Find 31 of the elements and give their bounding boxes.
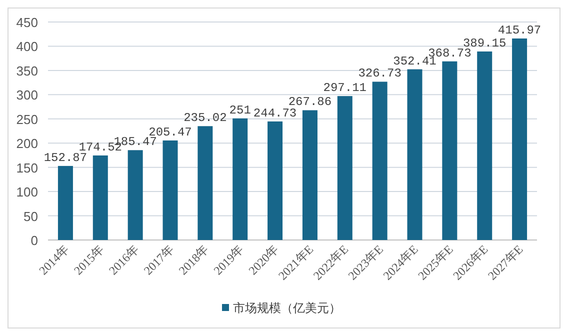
bar (162, 140, 178, 240)
y-tick-label: 0 (30, 233, 38, 248)
bar (58, 166, 73, 240)
y-tick-label: 400 (16, 39, 38, 54)
bar (302, 110, 318, 240)
bar (407, 69, 422, 240)
y-tick-label: 100 (16, 184, 38, 200)
legend-label: 市场规模（亿美元） (233, 301, 341, 315)
y-tick-label: 350 (16, 63, 38, 78)
bar (198, 126, 213, 240)
text: 251 (229, 103, 251, 118)
y-tick-label: 450 (16, 15, 38, 30)
bar (232, 118, 248, 240)
bar (512, 38, 528, 240)
bar (442, 61, 458, 240)
y-tick-label: 150 (16, 160, 38, 176)
y-tick-label: 250 (16, 112, 38, 127)
y-tick-label: 300 (16, 88, 38, 103)
bar (268, 121, 283, 240)
text: 326.73 (358, 66, 402, 81)
bar (372, 82, 388, 240)
bar (477, 51, 492, 240)
y-tick-label: 200 (16, 136, 38, 152)
text: 152.87 (44, 150, 88, 165)
y-tick-label: 50 (24, 208, 38, 224)
bar (337, 96, 352, 240)
text: 415.97 (498, 23, 542, 38)
bar (92, 155, 108, 240)
text: 297.11 (323, 81, 366, 96)
bar (128, 150, 143, 240)
text: 235.02 (184, 111, 227, 126)
